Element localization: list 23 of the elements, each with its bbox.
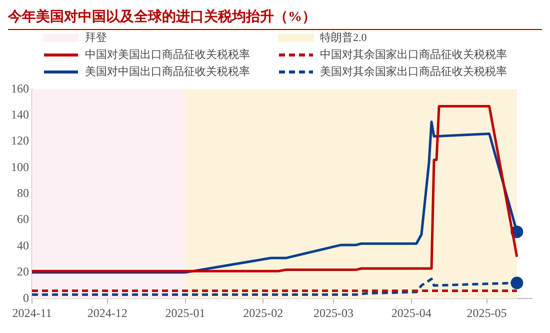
x-tick-label: 2025-04	[391, 306, 432, 320]
chart-title: 今年美国对中国以及全球的进口关税均抬升（%）	[8, 8, 542, 30]
y-tick-label: 120	[11, 134, 29, 148]
y-tick-label: 160	[11, 81, 29, 96]
legend-label: 中国对美国出口商品征收关税税率	[85, 48, 250, 62]
y-tick-label: 100	[11, 160, 29, 174]
x-tick-label: 2024-12	[87, 306, 128, 320]
x-tick-label: 2025-02	[243, 306, 284, 320]
y-tick-label: 40	[17, 238, 29, 252]
legend-label: 拜登	[85, 31, 107, 45]
x-tick-label: 2025-03	[314, 306, 354, 320]
legend-label: 特朗普2.0	[320, 30, 367, 45]
y-tick-label: 20	[17, 264, 29, 279]
y-tick-label: 140	[11, 108, 29, 122]
y-tick-label: 60	[17, 212, 29, 226]
y-tick-label: 0	[23, 290, 29, 305]
legend-label: 中国对其余国家出口商品征收关税税率	[320, 48, 507, 62]
x-tick-label: 2024-11	[12, 306, 52, 320]
x-tick-label: 2025-05	[466, 306, 507, 320]
legend-label: 美国对其余国家出口商品征收关税税率	[320, 64, 507, 79]
legend-label: 美国对中国出口商品征收关税税率	[85, 64, 250, 79]
x-tick-label: 2025-01	[165, 306, 206, 320]
y-tick-label: 80	[17, 186, 29, 200]
